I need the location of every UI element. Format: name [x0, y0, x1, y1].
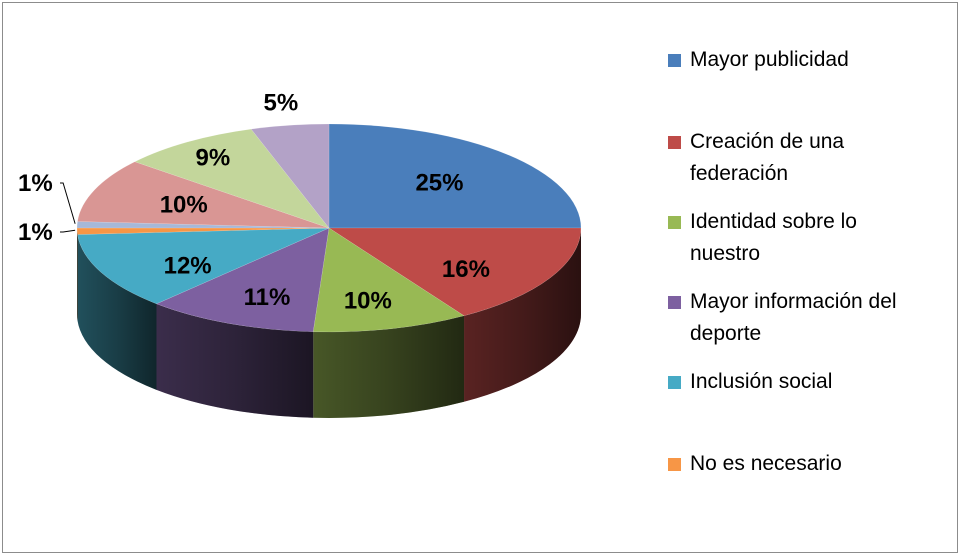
- pie-slice-segment: [134, 128, 330, 229]
- legend-label: Identidad sobre lo nuestro: [690, 210, 857, 265]
- pie-data-label: 12%: [164, 252, 212, 279]
- pie-slice-no-es-necesario: [76, 227, 330, 235]
- pie-data-label: 16%: [442, 256, 490, 283]
- pie-data-label: 1%: [18, 219, 53, 246]
- pie-top: [76, 123, 582, 333]
- pie-side-shade-2: [464, 228, 581, 402]
- pie-slice-mayor-publicidad: [328, 123, 582, 229]
- pie-slice-segment: [250, 123, 330, 229]
- pie-leaders: [60, 182, 76, 233]
- legend-label: Mayor publicidad: [690, 48, 849, 71]
- legend-label: Inclusión social: [690, 370, 833, 393]
- legend-swatch: [668, 54, 681, 67]
- pie-sides: [77, 228, 581, 418]
- legend-label: Creación de una federación: [690, 130, 845, 185]
- pie-data-label: 10%: [344, 287, 392, 314]
- pie-data-label: 11%: [244, 284, 291, 311]
- pie-leader-line: [60, 182, 76, 224]
- pie-data-label: 5%: [264, 90, 299, 117]
- pie-side-shade-5: [77, 234, 157, 390]
- legend-swatch: [668, 376, 681, 389]
- legend-swatch: [668, 458, 681, 471]
- legend-swatch: [668, 136, 681, 149]
- pie-data-label: 1%: [18, 170, 53, 197]
- pie-slice-segment: [77, 161, 330, 229]
- pie-data-label: 9%: [196, 144, 231, 171]
- pie-data-label: 25%: [415, 169, 463, 196]
- pie-slice-mayor-informacion-del-deporte: [155, 227, 330, 333]
- pie-side-shade-3: [313, 315, 465, 418]
- pie-side-shade-4: [156, 303, 314, 418]
- legend-label: No es necesario: [690, 452, 842, 475]
- pie-slice-segment: [76, 221, 330, 229]
- pie-slice-inclusion-social: [77, 227, 330, 305]
- pie-slice-creacion-de-una-federacion: [328, 227, 582, 317]
- pie-data-label: 10%: [160, 191, 208, 218]
- legend-label: Mayor información del deporte: [690, 290, 897, 345]
- legend-swatch: [668, 216, 681, 229]
- pie-slice-identidad-sobre-lo-nuestro: [312, 227, 465, 333]
- pie-leader-line: [60, 229, 76, 233]
- legend-swatch: [668, 296, 681, 309]
- pie-labels: 25% 16% 10% 11% 12% 1% 1% 10% 9% 5%: [18, 90, 490, 315]
